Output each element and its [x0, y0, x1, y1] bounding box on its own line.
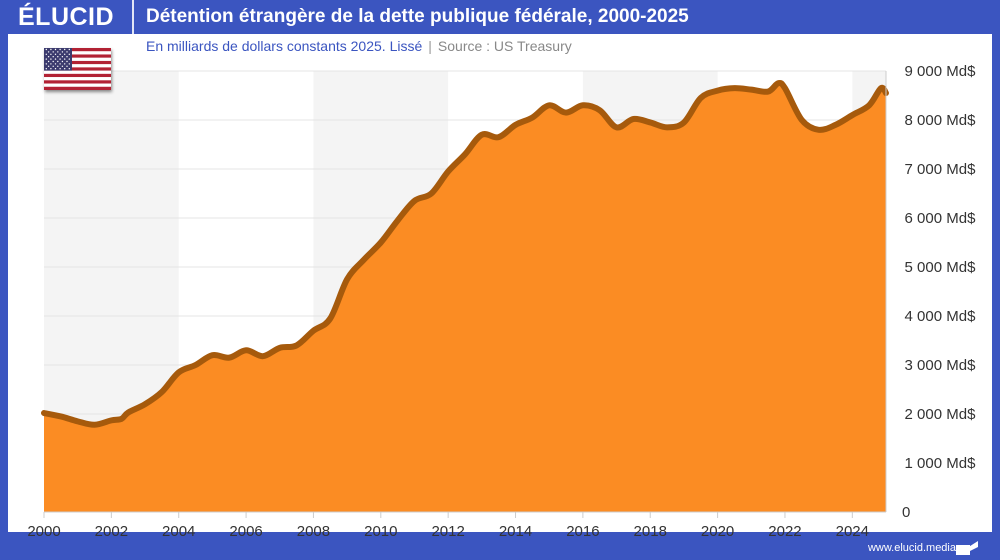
- x-tick-label: 2002: [95, 523, 128, 540]
- y-tick-label: 6 000 Md$: [905, 210, 977, 227]
- y-tick-label: 9 000 Md$: [905, 63, 977, 80]
- header-bar: ÉLUCID Détention étrangère de la dette p…: [0, 0, 1000, 34]
- x-tick-label: 2004: [162, 523, 195, 540]
- y-tick-label: 2 000 Md$: [905, 406, 977, 423]
- subtitle-text: En milliards de dollars constants 2025. …: [146, 38, 423, 54]
- y-tick-label: 4 000 Md$: [905, 308, 977, 325]
- x-tick-label: 2010: [364, 523, 397, 540]
- y-tick-label: 8 000 Md$: [905, 112, 977, 129]
- footer-url[interactable]: www.elucid.media: [867, 542, 956, 554]
- x-tick-label: 2024: [836, 523, 869, 540]
- chart-title: Détention étrangère de la dette publique…: [146, 6, 689, 27]
- area-fill: [44, 82, 886, 512]
- y-tick-label: 3 000 Md$: [905, 357, 977, 374]
- x-tick-label: 2008: [297, 523, 330, 540]
- y-tick-label: 5 000 Md$: [905, 259, 977, 276]
- us-flag-icon: [44, 48, 111, 90]
- subtitle-separator: |: [428, 38, 432, 54]
- x-tick-label: 2016: [566, 523, 599, 540]
- x-tick-label: 2022: [768, 523, 801, 540]
- y-tick-label: 1 000 Md$: [905, 455, 977, 472]
- y-tick-label: 0: [902, 504, 910, 521]
- chart-subtitle: En milliards de dollars constants 2025. …: [146, 38, 572, 54]
- x-tick-label: 2014: [499, 523, 532, 540]
- elucid-mark-icon: [956, 541, 978, 555]
- x-tick-label: 2012: [431, 523, 464, 540]
- x-tick-label: 2006: [229, 523, 262, 540]
- x-tick-label: 2018: [634, 523, 667, 540]
- source-text: Source : US Treasury: [437, 38, 572, 54]
- series-line: [41, 79, 889, 428]
- y-tick-label: 7 000 Md$: [905, 161, 977, 178]
- x-tick-label: 2000: [27, 523, 60, 540]
- header-divider: [132, 0, 134, 34]
- x-tick-label: 2020: [701, 523, 734, 540]
- elucid-logo: ÉLUCID: [18, 3, 115, 31]
